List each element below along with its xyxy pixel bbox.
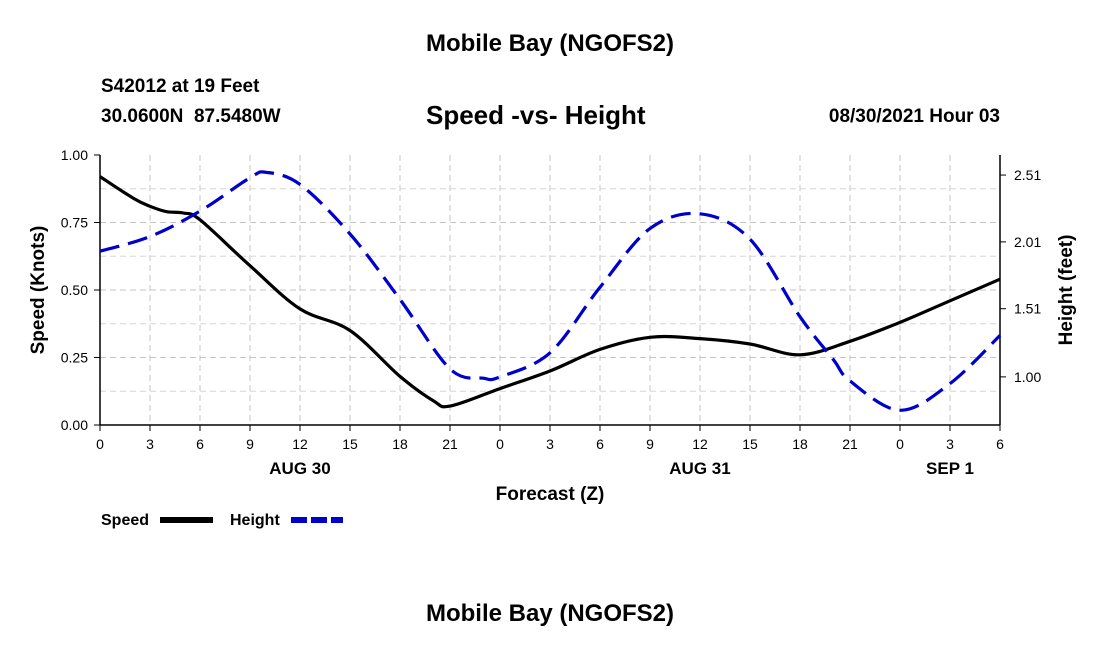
day-label: SEP 1 <box>926 459 974 478</box>
y-tick-label: 0.75 <box>61 215 88 231</box>
y2-axis-label: Height (feet) <box>1056 235 1077 346</box>
y-tick-label: 0.50 <box>61 282 88 298</box>
x-tick-label: 18 <box>792 436 808 452</box>
series-speed-line <box>99 175 1001 409</box>
x-tick-label: 6 <box>596 436 604 452</box>
x-tick-label: 9 <box>646 436 654 452</box>
series-height-line <box>99 170 1002 412</box>
x-tick-label: 21 <box>442 436 458 452</box>
chart-title: Mobile Bay (NGOFS2) <box>425 30 675 57</box>
x-axis-label: Forecast (Z) <box>496 484 605 505</box>
y2-tick-label: 2.51 <box>1014 167 1041 183</box>
y2-tick-label: 2.01 <box>1014 234 1041 250</box>
y-axis-label: Speed (Knots) <box>28 226 49 355</box>
y2-tick-label: 1.00 <box>1014 369 1041 385</box>
y2-tick-label: 1.51 <box>1014 301 1041 317</box>
y-tick-label: 0.00 <box>61 417 88 433</box>
plot-subtitle: Speed -vs- Height <box>426 100 646 130</box>
x-tick-label: 3 <box>946 436 954 452</box>
y-tick-label: 0.25 <box>61 350 88 366</box>
x-tick-label: 6 <box>996 436 1004 452</box>
x-tick-label: 3 <box>146 436 154 452</box>
day-label: AUG 30 <box>269 459 330 478</box>
x-tick-label: 15 <box>342 436 358 452</box>
x-tick-label: 12 <box>292 436 308 452</box>
speed-height-chart: 0 3 6 9 12 15 18 21 0 3 6 9 12 15 18 21 0 3 6 AUG 30 AUG 31 S… <box>28 147 1077 529</box>
x-tick-label: 21 <box>842 436 858 452</box>
coordinates-label: 30.0600N 87.5480W <box>101 106 281 127</box>
datetime-label: 08/30/2021 Hour 03 <box>828 106 1000 127</box>
x-tick-label: 3 <box>546 436 554 452</box>
x-tick-label: 6 <box>196 436 204 452</box>
day-label: AUG 31 <box>669 459 730 478</box>
station-label: S42012 at 19 Feet <box>101 76 260 97</box>
x-tick-label: 0 <box>496 436 504 452</box>
footer-title: Mobile Bay (NGOFS2) <box>425 600 675 627</box>
legend-height-label: Height <box>230 512 280 529</box>
x-tick-label: 0 <box>896 436 904 452</box>
x-tick-label: 9 <box>246 436 254 452</box>
y-tick-label: 1.00 <box>61 147 88 163</box>
x-tick-label: 0 <box>96 436 104 452</box>
legend-speed-label: Speed <box>101 512 149 529</box>
x-tick-label: 12 <box>692 436 708 452</box>
x-tick-label: 15 <box>742 436 758 452</box>
x-tick-label: 18 <box>392 436 408 452</box>
